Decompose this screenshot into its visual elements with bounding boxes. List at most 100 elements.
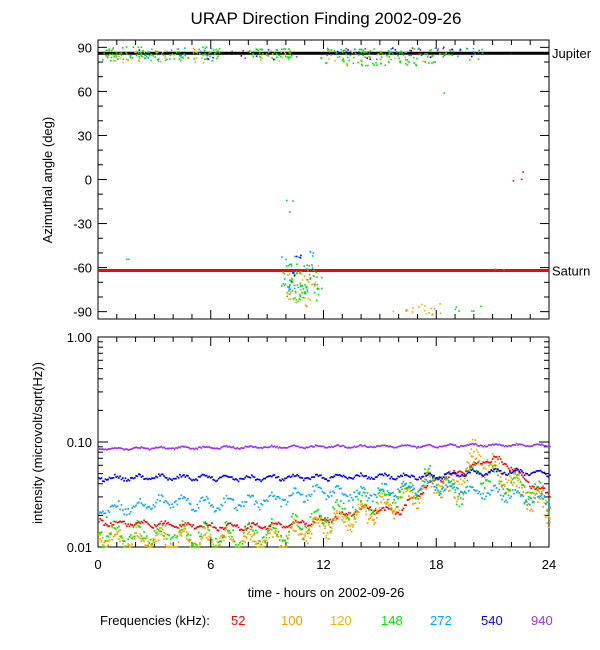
intensity-point xyxy=(410,445,413,448)
intensity-point xyxy=(380,495,382,498)
direction-point xyxy=(388,61,390,64)
intensity-point xyxy=(239,448,241,450)
intensity-point xyxy=(523,486,526,488)
direction-point xyxy=(388,53,391,56)
intensity-point xyxy=(211,538,213,541)
intensity-point xyxy=(240,505,243,508)
intensity-point xyxy=(318,519,321,522)
intensity-point xyxy=(155,446,157,449)
intensity-point xyxy=(220,527,223,529)
direction-point xyxy=(306,268,308,270)
intensity-point xyxy=(490,469,493,471)
intensity-point xyxy=(430,485,433,488)
direction-point xyxy=(354,52,357,55)
direction-series-272 xyxy=(106,47,505,293)
intensity-point xyxy=(160,473,163,476)
intensity-point xyxy=(535,486,538,489)
intensity-point xyxy=(433,474,435,477)
intensity-point xyxy=(399,490,402,493)
intensity-point xyxy=(312,476,314,478)
intensity-point xyxy=(439,445,442,448)
intensity-point xyxy=(278,522,281,525)
direction-point xyxy=(349,54,352,57)
intensity-point xyxy=(451,472,454,475)
intensity-point xyxy=(482,475,485,477)
intensity-point xyxy=(127,543,129,545)
direction-point xyxy=(283,51,286,53)
intensity-point xyxy=(377,444,380,447)
intensity-point xyxy=(256,478,259,481)
intensity-point xyxy=(437,483,439,486)
intensity-point xyxy=(297,475,300,477)
intensity-point xyxy=(221,445,224,448)
intensity-point xyxy=(426,474,429,476)
intensity-point xyxy=(471,463,474,466)
intensity-point xyxy=(264,477,266,480)
direction-point xyxy=(346,56,349,59)
intensity-point xyxy=(441,485,443,488)
direction-point xyxy=(299,271,302,273)
intensity-point xyxy=(249,538,252,541)
intensity-point xyxy=(518,478,521,481)
intensity-point xyxy=(199,542,201,544)
direction-point xyxy=(380,56,383,58)
intensity-point xyxy=(176,535,179,538)
intensity-point xyxy=(254,540,257,543)
intensity-point xyxy=(450,480,453,483)
intensity-point xyxy=(438,476,441,478)
intensity-point xyxy=(253,540,256,543)
intensity-point xyxy=(477,462,479,465)
intensity-point xyxy=(260,546,263,548)
intensity-point xyxy=(273,494,276,497)
intensity-point xyxy=(302,538,305,541)
intensity-point xyxy=(108,448,111,450)
intensity-point xyxy=(451,483,454,485)
intensity-point xyxy=(431,477,434,480)
intensity-point xyxy=(489,463,491,466)
intensity-point xyxy=(407,495,410,497)
intensity-point xyxy=(113,527,116,530)
intensity-point xyxy=(406,499,409,501)
intensity-point xyxy=(386,475,389,477)
intensity-point xyxy=(469,485,471,488)
intensity-point xyxy=(517,479,519,482)
intensity-point xyxy=(143,540,145,543)
intensity-point xyxy=(467,471,470,474)
intensity-point xyxy=(318,525,321,527)
intensity-point xyxy=(129,448,132,451)
intensity-point xyxy=(181,474,184,477)
intensity-point xyxy=(502,488,505,490)
intensity-point xyxy=(333,512,336,515)
direction-point xyxy=(288,56,290,58)
intensity-point xyxy=(409,497,412,500)
intensity-point xyxy=(337,474,340,476)
direction-point xyxy=(431,314,433,316)
intensity-point xyxy=(133,531,136,534)
direction-point xyxy=(212,49,215,51)
direction-point xyxy=(397,55,399,57)
intensity-point xyxy=(309,478,312,481)
direction-point xyxy=(293,287,296,290)
intensity-point xyxy=(354,518,357,520)
intensity-point xyxy=(398,509,401,511)
intensity-point xyxy=(507,488,510,491)
direction-point xyxy=(138,57,141,60)
intensity-point xyxy=(358,491,361,494)
intensity-point xyxy=(123,540,125,542)
intensity-point xyxy=(236,509,239,512)
intensity-point xyxy=(107,544,110,547)
intensity-point xyxy=(290,494,293,496)
intensity-point xyxy=(465,468,467,471)
direction-point xyxy=(267,48,270,51)
intensity-point xyxy=(278,446,281,448)
intensity-point xyxy=(258,508,261,511)
intensity-point xyxy=(353,517,356,520)
intensity-point xyxy=(447,471,450,474)
intensity-point xyxy=(357,492,360,495)
intensity-point xyxy=(280,545,282,547)
intensity-point xyxy=(458,470,461,473)
intensity-point xyxy=(541,471,543,473)
direction-point xyxy=(369,58,371,61)
intensity-point xyxy=(380,445,382,447)
intensity-point xyxy=(207,524,209,527)
